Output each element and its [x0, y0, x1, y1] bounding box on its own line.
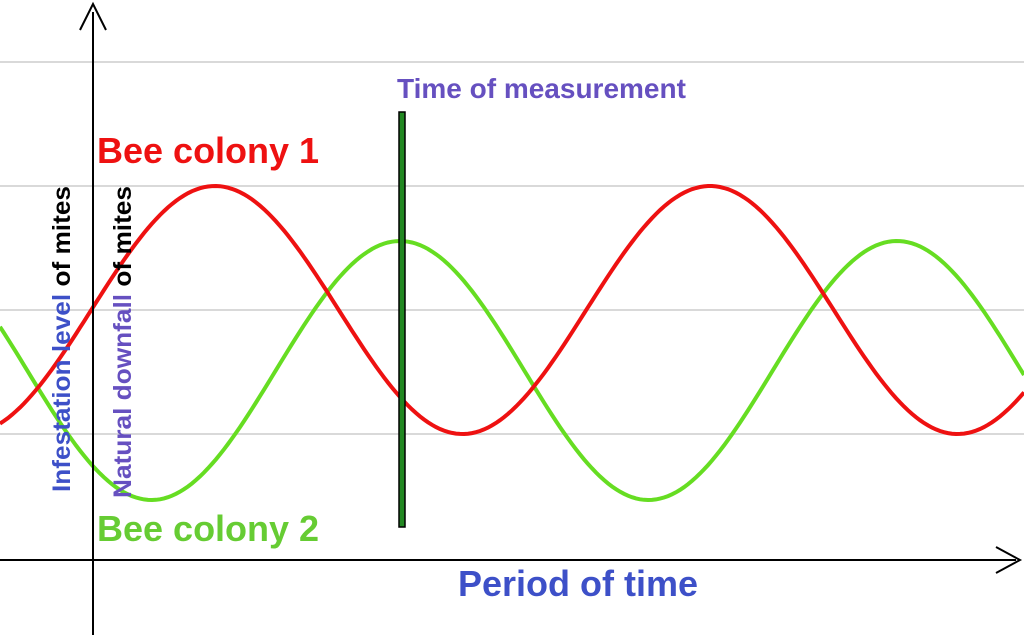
measurement-bar: [398, 111, 406, 528]
y-axis-label-highlight: Natural downfall: [109, 294, 137, 498]
y-axis-arrow: [79, 1, 107, 31]
guide-lines: [0, 61, 1024, 435]
y-axis-label-rest: of mites: [48, 186, 76, 287]
x-axis-arrow: [995, 546, 1023, 574]
y-axis-label-rest: of mites: [109, 186, 137, 287]
y-axis-label: Natural downfall of mites: [109, 186, 137, 498]
series-label: Bee colony 2: [97, 508, 319, 549]
colony-1-curve: [0, 183, 1024, 437]
colony-2-curve: [0, 238, 1024, 503]
y-axis-label-highlight: Infestation level: [48, 294, 76, 492]
series-label: Bee colony 1: [97, 130, 319, 171]
y-axis-label: Infestation level of mites: [48, 186, 76, 492]
x-axis-label: Period of time: [458, 563, 698, 604]
title: Time of measurement: [397, 73, 686, 104]
